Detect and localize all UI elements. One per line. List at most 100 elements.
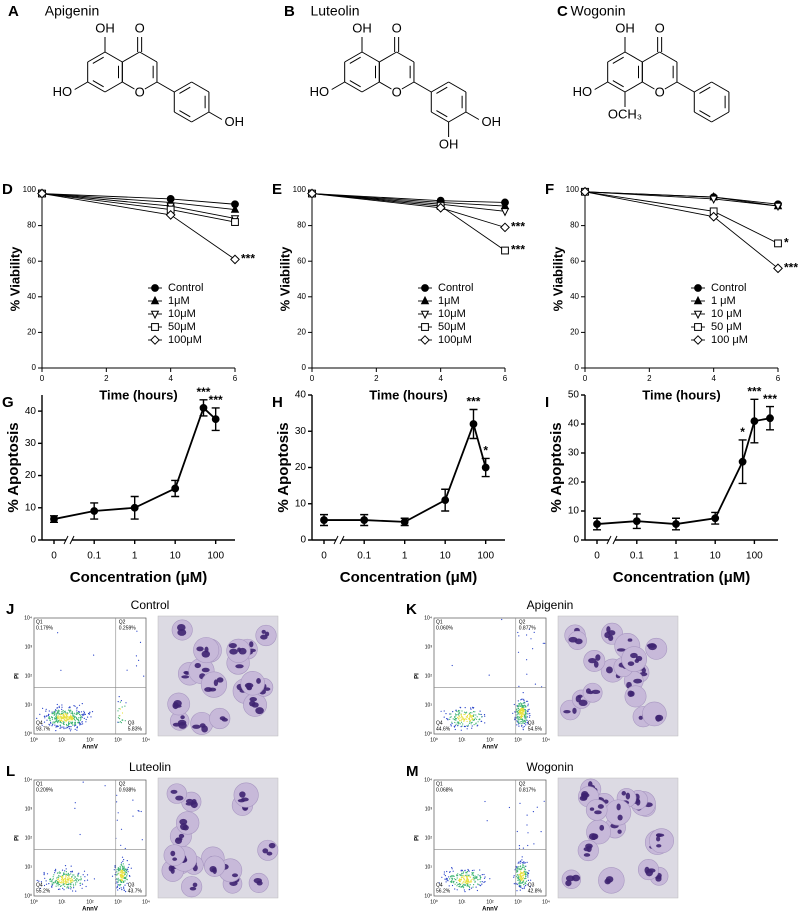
event-dot [524, 885, 527, 887]
nucleus-lobe [627, 661, 635, 666]
event-dot [516, 717, 518, 719]
y-tick-label: 30 [25, 438, 37, 449]
event-dot [60, 717, 62, 719]
panel-letter: J [6, 601, 14, 618]
event-dot [472, 877, 475, 879]
event-dot [68, 720, 70, 723]
event-dot [52, 883, 54, 885]
event-dot [523, 886, 526, 888]
event-dot [517, 877, 519, 879]
event-dot [481, 883, 483, 885]
event-dot [78, 721, 80, 724]
event-dot [466, 885, 468, 887]
event-dot [122, 870, 124, 872]
x-axis-label: AnnV [482, 907, 498, 913]
event-dot [521, 703, 523, 705]
event-dot [464, 725, 466, 728]
double-bond [92, 80, 104, 88]
event-dot [527, 709, 529, 711]
nucleus-lobe [627, 638, 633, 642]
event-dot [74, 807, 76, 810]
event-dot [72, 724, 74, 726]
event-dot [463, 875, 465, 877]
event-dot [443, 716, 445, 718]
event-dot [466, 725, 468, 727]
event-dot [128, 863, 130, 866]
event-dot [73, 725, 76, 727]
event-dot [69, 709, 71, 711]
legend-label: 1 μM [711, 295, 736, 307]
x-tick-label: 10⁴ [542, 899, 550, 905]
event-dot [60, 885, 62, 887]
event-dot [55, 870, 57, 872]
event-dot [519, 710, 521, 712]
event-dot [124, 705, 126, 707]
event-dot [525, 705, 527, 707]
event-dot [463, 713, 465, 716]
event-dot [532, 811, 535, 813]
event-dot [136, 630, 138, 632]
event-dot [455, 710, 457, 713]
event-dot [474, 711, 476, 713]
bond [624, 81, 643, 93]
marker [435, 202, 446, 213]
event-dot [459, 710, 461, 712]
event-dot [527, 705, 529, 707]
event-dot [464, 875, 466, 877]
event-dot [53, 712, 55, 714]
event-dot [119, 884, 121, 886]
event-dot [71, 716, 73, 718]
event-dot [501, 618, 503, 621]
event-dot [45, 880, 47, 882]
event-dot [118, 887, 121, 890]
event-dot [60, 669, 62, 671]
event-dot [520, 869, 522, 871]
panel-letter: K [406, 601, 417, 618]
event-dot [524, 862, 527, 864]
y-tick-label: 100 [23, 185, 37, 194]
event-dot [65, 727, 67, 729]
event-dot [460, 879, 462, 881]
event-dot [68, 723, 70, 725]
event-dot [57, 716, 59, 718]
event-dot [72, 714, 74, 716]
event-dot [62, 884, 64, 886]
event-dot [68, 726, 70, 728]
event-dot [455, 723, 457, 725]
x-tick-label: 100 [746, 551, 763, 562]
nucleus-lobe [170, 868, 175, 874]
y-tick-label: 40 [295, 390, 307, 401]
event-dot [532, 648, 534, 650]
event-dot [456, 882, 458, 884]
event-dot [121, 875, 124, 877]
event-dot [81, 887, 83, 889]
panel-title: Wogonin [526, 760, 573, 774]
event-dot [529, 712, 531, 715]
event-dot [76, 706, 78, 709]
event-dot [43, 715, 46, 718]
event-dot [67, 877, 69, 879]
nucleus-lobe [172, 857, 178, 861]
event-dot [530, 879, 532, 881]
event-dot [520, 699, 522, 701]
atom-label: OH [352, 20, 372, 35]
event-dot [524, 865, 526, 868]
event-dot [523, 887, 525, 890]
event-dot [462, 884, 464, 886]
event-dot [471, 712, 473, 714]
nucleus-lobe [204, 646, 209, 653]
event-dot [61, 877, 63, 879]
event-dot [45, 883, 48, 885]
event-dot [121, 889, 123, 891]
event-dot [523, 884, 525, 886]
event-dot [55, 713, 57, 715]
nucleus-lobe [256, 880, 263, 886]
event-dot [83, 717, 85, 720]
event-dot [469, 888, 471, 890]
event-dot [516, 720, 518, 722]
event-dot [122, 860, 124, 863]
event-dot [519, 709, 522, 711]
event-dot [542, 642, 544, 644]
event-dot [460, 877, 462, 879]
gate-percent: 0.209% [36, 787, 54, 793]
